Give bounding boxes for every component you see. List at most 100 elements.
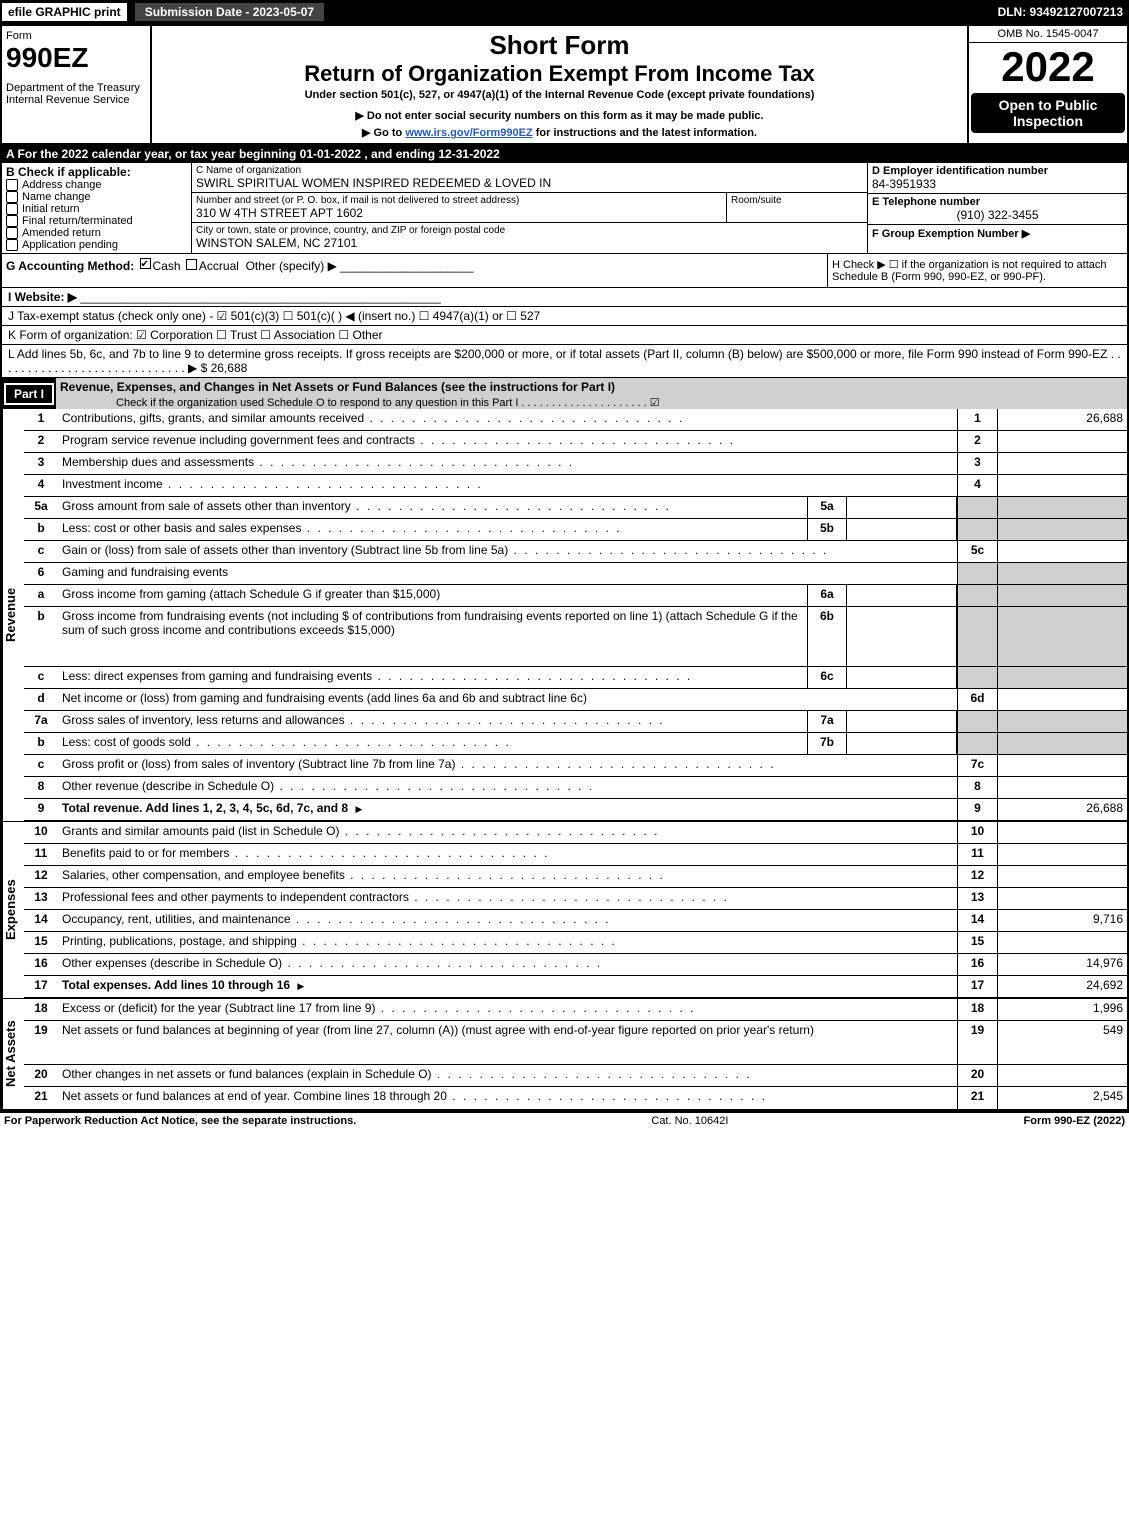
line-5c: c Gain or (loss) from sale of assets oth… (24, 541, 1127, 563)
amt-col-shaded (997, 733, 1127, 754)
mid-ref: 6c (807, 667, 847, 688)
line-num: 21 (24, 1087, 58, 1109)
line-desc: Other revenue (describe in Schedule O) (58, 777, 957, 798)
amt-col: 1,996 (997, 999, 1127, 1020)
line-desc: Total revenue. Add lines 1, 2, 3, 4, 5c,… (58, 799, 957, 820)
line-6b: b Gross income from fundraising events (… (24, 607, 1127, 667)
ref-col: 13 (957, 888, 997, 909)
chk-label: Application pending (22, 239, 118, 251)
line-7c: c Gross profit or (loss) from sales of i… (24, 755, 1127, 777)
line-desc: Other changes in net assets or fund bala… (58, 1065, 957, 1086)
header-mid: Short Form Return of Organization Exempt… (152, 26, 967, 143)
chk-final[interactable]: Final return/terminated (6, 215, 187, 227)
ref-col: 16 (957, 954, 997, 975)
ref-col: 4 (957, 475, 997, 496)
amt-col-shaded (997, 563, 1127, 584)
cash-checkbox-icon[interactable] (140, 258, 151, 269)
checkbox-icon[interactable] (6, 191, 18, 203)
ref-col: 8 (957, 777, 997, 798)
omb-number: OMB No. 1545-0047 (969, 26, 1127, 43)
checkbox-icon[interactable] (6, 179, 18, 191)
ref-col-shaded (957, 733, 997, 754)
tel-label: E Telephone number (872, 196, 1123, 208)
ref-col: 10 (957, 822, 997, 843)
line-desc: Printing, publications, postage, and shi… (58, 932, 957, 953)
line-num: 7a (24, 711, 58, 732)
chk-label: Amended return (22, 227, 101, 239)
mid-val (847, 733, 957, 754)
mid-val (847, 585, 957, 606)
amt-col: 14,976 (997, 954, 1127, 975)
netassets-vtab: Net Assets (2, 999, 24, 1109)
checkbox-icon[interactable] (6, 227, 18, 239)
line-4: 4 Investment income 4 (24, 475, 1127, 497)
amt-col: 26,688 (997, 799, 1127, 820)
chk-address[interactable]: Address change (6, 179, 187, 191)
amt-col-shaded (997, 585, 1127, 606)
goto-link[interactable]: www.irs.gov/Form990EZ (405, 127, 532, 139)
line-8: 8 Other revenue (describe in Schedule O)… (24, 777, 1127, 799)
checkbox-icon[interactable] (6, 215, 18, 227)
ref-col-shaded (957, 711, 997, 732)
other-label: Other (specify) ▶ (246, 259, 337, 273)
mid-val (847, 667, 957, 688)
form-outer: Form 990EZ Department of the Treasury In… (0, 24, 1129, 1111)
line-15: 15 Printing, publications, postage, and … (24, 932, 1127, 954)
amt-col: 2,545 (997, 1087, 1127, 1109)
amt-col (997, 541, 1127, 562)
line-desc: Investment income (58, 475, 957, 496)
line-desc: Total expenses. Add lines 10 through 16 (58, 976, 957, 997)
line-num: c (24, 541, 58, 562)
line-num: 16 (24, 954, 58, 975)
tax-status-row: J Tax-exempt status (check only one) - ☑… (2, 307, 1127, 326)
top-bar: efile GRAPHIC print Submission Date - 20… (0, 0, 1129, 24)
checkbox-icon[interactable] (6, 203, 18, 215)
checkbox-icon[interactable] (6, 239, 18, 251)
expenses-block: Expenses 10 Grants and similar amounts p… (2, 821, 1127, 998)
ref-col: 14 (957, 910, 997, 931)
line-10: 10 Grants and similar amounts paid (list… (24, 822, 1127, 844)
arrow-icon (293, 978, 308, 992)
chk-name[interactable]: Name change (6, 191, 187, 203)
col-c: C Name of organization SWIRL SPIRITUAL W… (192, 163, 867, 253)
amt-col-shaded (997, 667, 1127, 688)
form-label: Form (6, 30, 146, 42)
chk-initial[interactable]: Initial return (6, 203, 187, 215)
line-19: 19 Net assets or fund balances at beginn… (24, 1021, 1127, 1065)
col-g: G Accounting Method: Cash Accrual Other … (2, 254, 827, 287)
website-row: I Website: ▶ ___________________________… (2, 288, 1127, 307)
header-right: OMB No. 1545-0047 2022 Open to Public In… (967, 26, 1127, 143)
chk-amended[interactable]: Amended return (6, 227, 187, 239)
line-6: 6 Gaming and fundraising events (24, 563, 1127, 585)
chk-pending[interactable]: Application pending (6, 239, 187, 251)
line-desc: Less: direct expenses from gaming and fu… (58, 667, 807, 688)
ref-col-shaded (957, 497, 997, 518)
amt-col (997, 1065, 1127, 1086)
line-7a: 7a Gross sales of inventory, less return… (24, 711, 1127, 733)
accrual-checkbox-icon[interactable] (186, 259, 197, 270)
ref-col-shaded (957, 519, 997, 540)
line-12: 12 Salaries, other compensation, and emp… (24, 866, 1127, 888)
line-num: c (24, 667, 58, 688)
revenue-vtab: Revenue (2, 409, 24, 821)
ref-col: 19 (957, 1021, 997, 1064)
chk-label: Address change (22, 179, 102, 191)
line-desc: Occupancy, rent, utilities, and maintena… (58, 910, 957, 931)
section-bcdef: B Check if applicable: Address change Na… (2, 163, 1127, 254)
org-name-row: C Name of organization SWIRL SPIRITUAL W… (192, 163, 867, 193)
amt-col (997, 777, 1127, 798)
return-title: Return of Organization Exempt From Incom… (158, 61, 961, 87)
header-left: Form 990EZ Department of the Treasury In… (2, 26, 152, 143)
amt-col (997, 453, 1127, 474)
line-desc: Less: cost of goods sold (58, 733, 807, 754)
amt-col (997, 475, 1127, 496)
submission-date: Submission Date - 2023-05-07 (133, 1, 326, 23)
line-desc: Salaries, other compensation, and employ… (58, 866, 957, 887)
line-17: 17 Total expenses. Add lines 10 through … (24, 976, 1127, 998)
website-label: I Website: ▶ (8, 290, 77, 304)
city-value: WINSTON SALEM, NC 27101 (196, 236, 863, 250)
footer: For Paperwork Reduction Act Notice, see … (0, 1111, 1129, 1129)
line-num: 19 (24, 1021, 58, 1064)
line-num: 20 (24, 1065, 58, 1086)
line-num: 14 (24, 910, 58, 931)
